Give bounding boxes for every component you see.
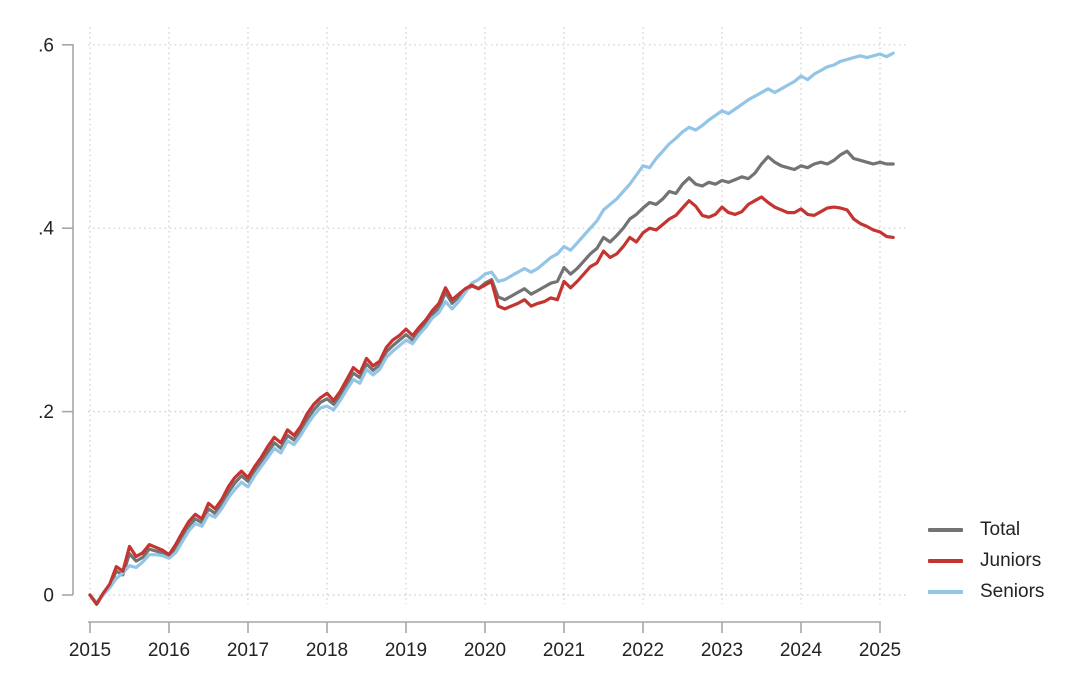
legend-label-seniors: Seniors xyxy=(980,581,1045,602)
series-line-juniors xyxy=(88,195,895,606)
legend: Total Juniors Seniors xyxy=(928,519,1044,603)
series-line-seniors xyxy=(88,51,895,604)
legend-item-total: Total xyxy=(928,519,1044,541)
x-tick-label: 2015 xyxy=(69,640,111,661)
legend-item-juniors: Juniors xyxy=(928,550,1044,572)
y-tick-label: .2 xyxy=(38,402,54,423)
x-tick-label: 2021 xyxy=(543,640,585,661)
legend-swatch-seniors xyxy=(928,590,963,594)
x-tick-label: 2018 xyxy=(306,640,348,661)
y-tick-label: .6 xyxy=(38,35,54,56)
legend-label-juniors: Juniors xyxy=(980,550,1042,571)
legend-item-seniors: Seniors xyxy=(928,581,1044,603)
x-tick-label: 2016 xyxy=(148,640,190,661)
x-tick-label: 2022 xyxy=(622,640,664,661)
x-tick-label: 2019 xyxy=(385,640,427,661)
x-tick-label: 2023 xyxy=(701,640,743,661)
x-tick-label: 2020 xyxy=(464,640,506,661)
x-tick-label: 2025 xyxy=(859,640,901,661)
x-tick-label: 2017 xyxy=(227,640,269,661)
x-tick-label: 2024 xyxy=(780,640,823,661)
y-tick-label: 0 xyxy=(43,586,54,607)
legend-swatch-total xyxy=(928,528,963,532)
legend-swatch-juniors xyxy=(928,559,963,563)
legend-label-total: Total xyxy=(980,519,1021,540)
y-tick-label: .4 xyxy=(38,219,54,240)
series-line-total xyxy=(88,149,895,606)
